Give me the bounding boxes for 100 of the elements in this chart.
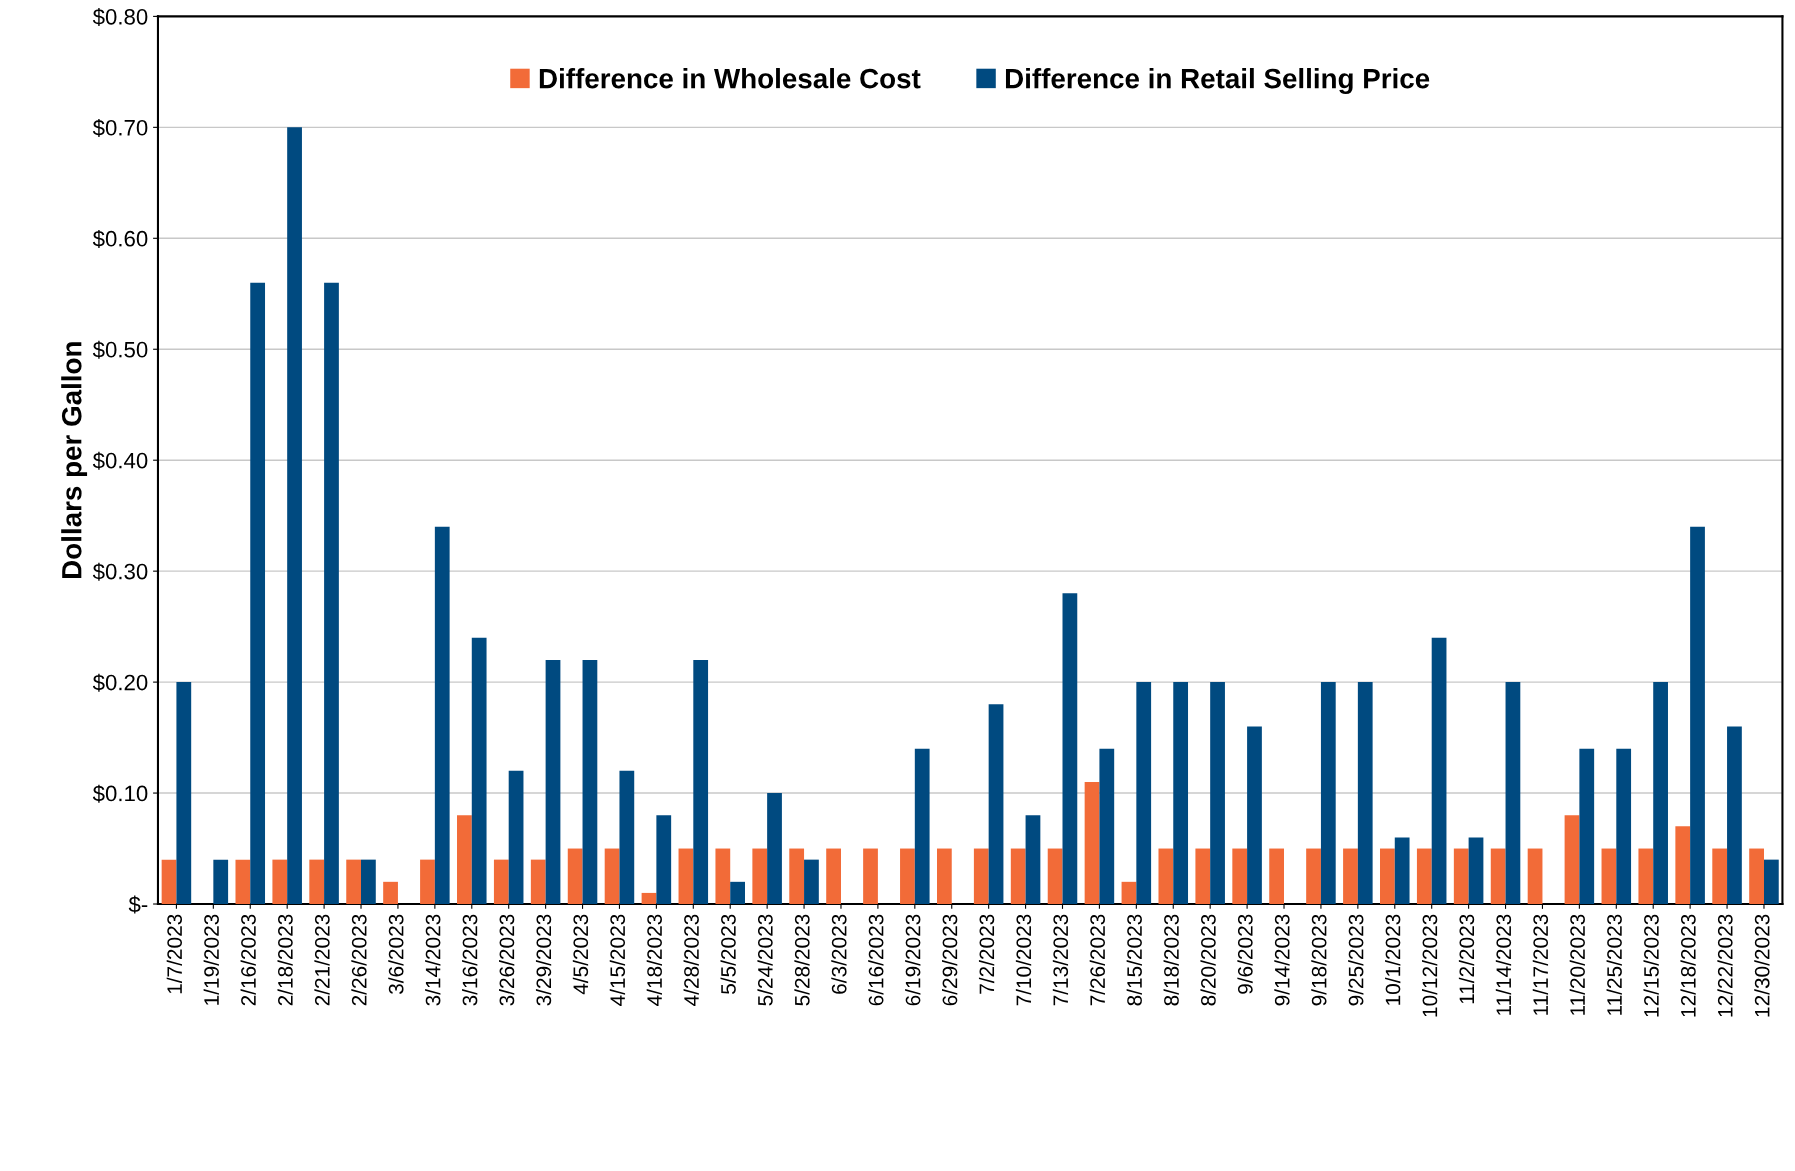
x-tick-label: 3/16/2023	[462, 914, 478, 1006]
x-tick-label: 12/15/2023	[1643, 914, 1659, 1017]
bar	[678, 848, 694, 905]
bar	[176, 682, 192, 905]
bar	[900, 848, 915, 905]
bar	[1025, 815, 1041, 905]
x-tick-label: 4/15/2023	[609, 914, 626, 1006]
bar	[863, 848, 878, 905]
bar	[1653, 682, 1668, 905]
x-tick-label: 10/12/2023	[1421, 914, 1438, 1017]
bar	[1712, 848, 1728, 905]
x-tick-label: 4/5/2023	[572, 914, 589, 995]
bar	[936, 848, 952, 905]
y-tick-label: $0.70	[92, 118, 148, 137]
x-tick-label: 3/29/2023	[535, 914, 552, 1006]
bar	[309, 859, 325, 905]
bar	[1357, 682, 1373, 905]
bar	[1099, 748, 1115, 905]
x-tick-label: 11/25/2023	[1606, 914, 1622, 1015]
x-tick-label: 11/2/2023	[1458, 914, 1475, 1004]
x-tick-label: 5/24/2023	[757, 914, 773, 1006]
y-tick-label: $-	[128, 895, 148, 914]
y-tick-label: $0.80	[92, 7, 148, 26]
bar	[914, 748, 930, 905]
x-tick-label: 2/16/2023	[240, 914, 256, 1006]
bar	[272, 859, 288, 905]
bar	[1468, 837, 1484, 905]
x-tick-label: 7/26/2023	[1089, 914, 1106, 1006]
x-tick-label: 8/15/2023	[1126, 914, 1142, 1006]
legend-label: Difference in Retail Selling Price	[1005, 68, 1430, 95]
bar	[1136, 682, 1152, 905]
bar	[530, 859, 546, 905]
x-tick-label: 7/2/2023	[978, 914, 995, 994]
bar	[1675, 826, 1691, 905]
bar	[1431, 637, 1447, 905]
bar	[1173, 682, 1189, 905]
x-tick-label: 1/7/2023	[166, 914, 183, 994]
x-tick-label: 9/14/2023	[1274, 914, 1290, 1006]
bar	[988, 704, 1004, 905]
bar	[545, 659, 561, 905]
x-tick-label: 6/16/2023	[868, 914, 884, 1006]
bar	[250, 282, 266, 905]
bar	[1047, 848, 1063, 905]
bar	[457, 815, 472, 905]
bar	[420, 859, 435, 905]
bar	[213, 859, 229, 905]
x-tick-label: 3/14/2023	[425, 914, 441, 1006]
bar	[1306, 848, 1321, 905]
bar	[324, 282, 339, 905]
bar	[1638, 848, 1654, 905]
bar	[693, 659, 709, 905]
y-tick-label: $0.60	[92, 229, 148, 248]
bar	[1343, 848, 1358, 905]
bar	[1121, 881, 1137, 905]
x-tick-label: 11/14/2023	[1495, 914, 1512, 1015]
y-axis-title: Dollars per Gallon	[61, 342, 88, 578]
x-tick-label: 12/22/2023	[1717, 914, 1733, 1017]
bar	[752, 848, 768, 905]
bar	[1416, 848, 1432, 905]
legend-label: Difference in Wholesale Cost	[539, 68, 921, 89]
x-tick-label: 9/6/2023	[1237, 914, 1253, 994]
bar	[973, 848, 989, 905]
y-tick-label: $0.20	[92, 673, 148, 692]
y-tick-label: $0.10	[92, 784, 148, 803]
bar	[1269, 848, 1285, 905]
bar	[287, 127, 302, 905]
bar	[1490, 848, 1506, 905]
x-tick-label: 3/6/2023	[388, 914, 404, 995]
x-tick-label: 9/18/2023	[1311, 914, 1327, 1006]
x-tick-label: 10/1/2023	[1385, 914, 1401, 1005]
x-tick-label: 9/25/2023	[1348, 914, 1364, 1006]
bar	[161, 859, 177, 905]
x-tick-label: 6/3/2023	[831, 914, 847, 994]
bar	[1727, 726, 1742, 905]
bar	[804, 859, 819, 905]
bar	[346, 859, 362, 905]
bar	[471, 637, 487, 905]
bar	[1690, 526, 1705, 905]
bar	[1320, 682, 1336, 905]
bar	[1010, 848, 1026, 905]
bar	[1380, 848, 1395, 905]
x-tick-label: 7/10/2023	[1015, 914, 1032, 1006]
bar	[582, 659, 598, 905]
x-tick-label: 1/19/2023	[203, 914, 219, 1005]
bar	[1564, 815, 1580, 905]
bar	[604, 848, 620, 905]
x-tick-label: 12/18/2023	[1680, 914, 1696, 1017]
bar	[508, 770, 524, 905]
bar	[235, 859, 251, 905]
x-tick-label: 6/29/2023	[942, 914, 958, 1006]
bar	[619, 770, 635, 905]
bar	[1062, 593, 1078, 905]
bar	[1195, 848, 1211, 905]
bar	[1749, 848, 1764, 905]
bar	[1505, 682, 1521, 905]
bar	[1616, 748, 1632, 905]
x-tick-label: 12/30/2023	[1754, 914, 1770, 1017]
bar	[715, 848, 731, 905]
x-tick-label: 2/18/2023	[277, 914, 293, 1006]
x-tick-label: 5/28/2023	[794, 914, 810, 1006]
